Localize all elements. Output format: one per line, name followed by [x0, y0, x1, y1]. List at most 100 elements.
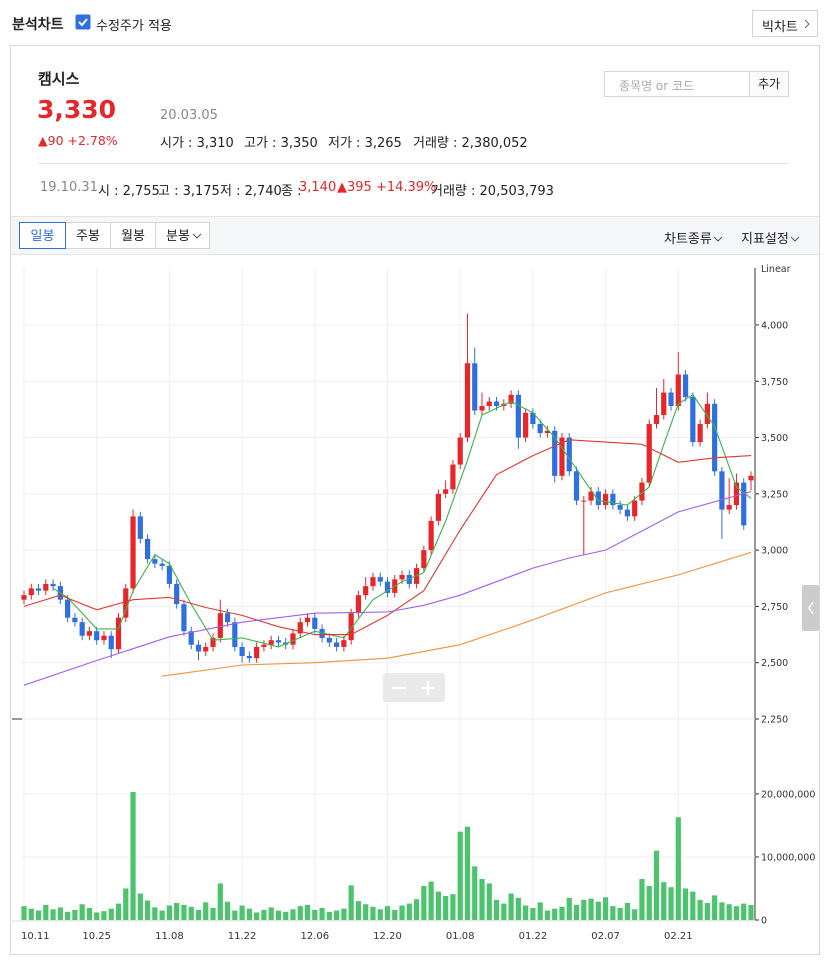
- volume-bar: [152, 907, 158, 920]
- volume-bar: [421, 885, 427, 920]
- page-title: 분석차트: [12, 17, 64, 33]
- prev-low: 저 : 2,740: [220, 184, 282, 199]
- x-tick-label: 12.06: [300, 931, 329, 942]
- volume: 거래량 : 2,380,052: [413, 136, 528, 151]
- volume-bar: [733, 906, 740, 920]
- volume-bar: [304, 904, 311, 920]
- volume-bar: [515, 897, 521, 920]
- zoom-control[interactable]: [383, 673, 445, 702]
- candle-body: [261, 644, 267, 647]
- candle-body: [443, 489, 449, 494]
- candle-body: [290, 633, 296, 645]
- candle-body: [472, 363, 478, 411]
- volume-bar: [101, 911, 107, 920]
- volume-bar: [370, 906, 376, 920]
- candle-body: [94, 631, 100, 641]
- volume-bar: [588, 898, 594, 920]
- volume-bar: [246, 908, 252, 920]
- candle-body: [363, 586, 369, 596]
- volume-bar: [399, 905, 405, 920]
- button-label: 빅차트: [762, 20, 798, 35]
- volume-bar: [319, 908, 325, 920]
- big-chart-button[interactable]: 빅차트: [752, 10, 818, 37]
- volume-bar: [28, 908, 34, 920]
- candle-body: [108, 635, 114, 650]
- divider: [38, 163, 789, 164]
- volume-bar: [610, 906, 616, 920]
- candle-body: [28, 588, 34, 596]
- chevron: [713, 236, 723, 242]
- volume-bar: [254, 912, 260, 920]
- tab-label: 분봉: [166, 229, 190, 244]
- side-toggle[interactable]: [802, 585, 819, 631]
- y-tick-label: 4,000: [761, 320, 788, 331]
- prev-change: ▲395 +14.39%: [337, 180, 437, 195]
- volume-bar: [617, 908, 623, 920]
- candle-body: [515, 394, 521, 438]
- candle-body: [101, 635, 107, 641]
- volume-bar: [79, 904, 85, 920]
- candle-body: [203, 646, 209, 652]
- indicator-menu[interactable]: 지표설정: [741, 228, 800, 247]
- volume-bar: [94, 912, 100, 920]
- candle-body: [530, 412, 536, 425]
- candle-body: [428, 520, 434, 551]
- stock-price: 3,330: [37, 95, 117, 124]
- checkbox[interactable]: [75, 14, 91, 30]
- period-tab[interactable]: 일봉: [19, 222, 66, 249]
- candle-body: [479, 406, 485, 411]
- volume-bar: [363, 904, 369, 920]
- period-tab[interactable]: 주봉: [65, 222, 111, 249]
- moving-average-line: [52, 394, 752, 648]
- volume-bar: [130, 791, 136, 920]
- volume-bar: [501, 903, 507, 920]
- candle-body: [595, 491, 601, 506]
- candle-body: [712, 403, 718, 472]
- candle-body: [312, 617, 318, 629]
- candle-body: [537, 424, 543, 434]
- candle-body: [675, 374, 681, 407]
- moving-average-line: [23, 439, 752, 636]
- candle-body: [159, 563, 165, 566]
- prev-date: 19.10.31: [40, 180, 98, 195]
- candle-body: [421, 550, 427, 569]
- prev-close: 3,140: [299, 180, 337, 195]
- candle-body: [573, 471, 580, 501]
- chart-type-menu[interactable]: 차트종류: [664, 228, 723, 247]
- prev-high: 고 : 3,175: [158, 184, 220, 199]
- candle-body: [624, 509, 631, 517]
- chart-panel: [10, 45, 820, 955]
- volume-bar: [86, 908, 93, 920]
- candle-body: [275, 640, 282, 643]
- volume-bar: [224, 901, 231, 920]
- volume-bar: [268, 907, 274, 920]
- volume-bar: [573, 904, 580, 920]
- candle-body: [254, 646, 260, 659]
- volume-bar: [682, 888, 689, 920]
- y-tick-label: 10,000,000: [761, 852, 815, 863]
- volume-bar: [486, 883, 492, 920]
- candle-body: [86, 631, 93, 636]
- candle-body: [166, 565, 172, 584]
- candle-body: [217, 613, 223, 638]
- volume-bar: [741, 903, 747, 920]
- candle-body: [704, 403, 710, 425]
- stock-date: 20.03.05: [160, 108, 218, 123]
- search-input[interactable]: 종목명 or 코드: [604, 71, 750, 97]
- candle-body: [588, 491, 594, 501]
- stock-change: ▲90 +2.78%: [38, 133, 118, 148]
- candle-body: [733, 482, 740, 506]
- volume-bar: [457, 831, 463, 920]
- volume-bar: [646, 885, 652, 920]
- period-tab[interactable]: 월봉: [110, 222, 156, 249]
- checkbox-label[interactable]: 수정주가 적용: [96, 19, 172, 34]
- add-button[interactable]: 추가: [749, 71, 789, 97]
- x-tick-label: 02.21: [664, 931, 693, 942]
- candle-body: [319, 628, 325, 638]
- candle-body: [326, 637, 332, 643]
- period-tab[interactable]: 분봉: [155, 222, 210, 249]
- candle-body: [661, 392, 667, 416]
- candle-body: [450, 464, 456, 490]
- candle-body: [682, 374, 689, 398]
